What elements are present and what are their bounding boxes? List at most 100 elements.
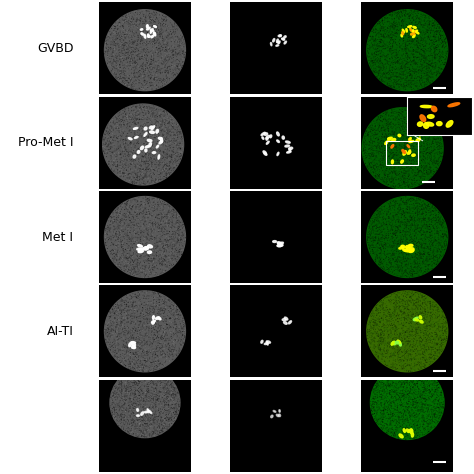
Point [148,383,155,391]
Point [415,326,423,333]
Point [427,312,434,319]
Point [181,329,189,337]
Point [127,166,134,173]
Point [428,70,435,77]
Point [399,164,407,172]
Point [147,381,155,389]
Point [146,56,154,64]
Point [429,249,437,256]
Point [150,57,157,64]
Point [143,141,150,148]
Point [393,112,401,120]
Point [407,33,415,41]
Point [396,37,404,45]
Point [432,405,439,412]
Point [419,155,427,163]
Point [402,302,410,310]
Point [168,327,175,334]
Point [420,51,428,59]
Point [440,31,447,39]
Point [419,382,427,390]
Point [143,241,150,248]
Point [152,356,160,363]
Point [164,246,172,254]
Point [416,201,424,209]
Point [174,153,182,160]
Point [376,210,384,218]
Point [127,76,135,84]
Point [421,385,429,392]
Point [155,200,163,207]
Point [157,224,165,232]
Point [407,429,414,437]
Point [397,367,404,374]
Point [395,213,402,221]
Point [427,52,434,59]
Point [406,331,413,339]
Point [169,398,177,405]
Point [117,320,125,328]
Point [375,344,383,352]
Point [390,428,398,436]
Point [419,301,427,309]
Point [150,329,158,337]
Point [153,396,160,404]
Point [408,353,416,361]
Point [393,403,401,410]
Point [172,391,179,398]
Point [143,405,150,413]
Point [147,225,155,233]
Point [116,53,124,60]
Point [140,128,148,136]
Point [377,373,385,381]
Point [377,244,384,251]
Point [159,330,166,338]
Ellipse shape [410,247,414,250]
Point [391,32,399,39]
Point [392,390,400,398]
Point [443,241,450,248]
Point [403,382,410,390]
Point [437,389,444,396]
Point [399,340,407,348]
Point [398,66,405,74]
Point [420,247,428,255]
Point [431,352,438,359]
Point [398,51,406,59]
Point [402,48,410,55]
Point [105,141,113,148]
Point [171,237,178,245]
Point [146,251,153,259]
Point [436,412,443,419]
Point [130,119,138,127]
Point [410,318,417,325]
Point [415,146,422,154]
Point [160,58,167,66]
Point [427,33,435,41]
Point [147,246,155,254]
Point [375,142,383,149]
Point [137,414,145,422]
Ellipse shape [278,35,281,36]
Point [383,110,391,118]
Point [171,319,178,326]
Point [383,132,391,140]
Point [139,153,147,161]
Point [118,26,126,34]
Point [162,13,169,21]
Point [375,230,383,238]
Point [407,54,415,61]
Point [130,66,138,74]
Point [399,392,407,399]
Point [127,374,135,382]
Point [150,310,157,317]
Point [136,10,143,18]
Point [415,68,423,76]
Point [142,392,150,400]
Point [408,127,416,134]
Point [397,114,405,122]
Point [138,240,146,248]
Point [117,73,124,81]
Point [382,312,389,319]
Point [157,224,164,231]
